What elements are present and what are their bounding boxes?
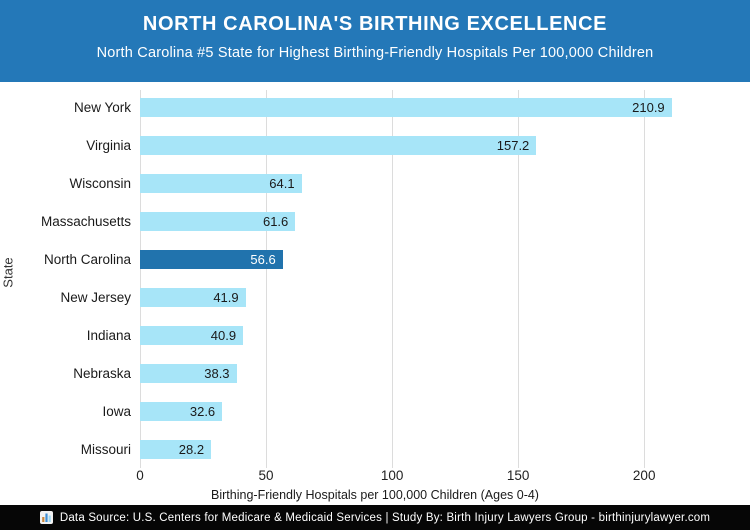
category-axis-labels: New York Virginia Wisconsin Massachusetts No… [0,88,131,468]
x-tick-label: 50 [258,468,274,483]
gridline [266,90,268,468]
chart-area: State New York Virginia Wisconsin Massachus… [0,82,750,505]
value-label: 61.6 [262,213,289,229]
gridline [392,90,394,468]
bar-row: 210.9 [140,88,740,126]
category-label: Indiana [86,327,131,343]
bar: 28.2 [140,439,212,459]
value-label: 28.2 [178,441,205,457]
footer-bar: Data Source: U.S. Centers for Medicare &… [0,505,750,530]
bar-row: 28.2 [140,430,740,468]
x-tick-label: 0 [136,468,144,483]
value-label: 41.9 [213,289,239,305]
category-label: Wisconsin [69,175,131,191]
x-axis-tick-labels: 0 50 100 150 200 [0,468,750,486]
bar-row: 40.9 [140,316,740,354]
value-label: 38.3 [204,365,230,381]
category-label: Nebraska [73,365,131,381]
bar-row: 38.3 [140,354,740,392]
x-tick-label: 100 [380,468,404,483]
bar-row: 56.6 [140,240,740,278]
chart-title: NORTH CAROLINA'S BIRTHING EXCELLENCE [142,13,608,35]
bar: 61.6 [140,211,296,231]
bar-row: 32.6 [140,392,740,430]
value-label: 32.6 [189,403,216,419]
value-label: 210.9 [632,99,665,115]
category-label: Virginia [86,137,131,153]
bar-rows: 210.9 157.2 64.1 61.6 56.6 41.9 40.9 38.3 32.6 28… [140,88,740,468]
bar-chart-icon [39,511,53,524]
bar: 157.2 [140,135,537,155]
bar-row: 64.1 [140,164,740,202]
bar-row: 41.9 [140,278,740,316]
category-label: North Carolina [43,251,131,267]
category-label: Missouri [80,441,131,457]
value-label: 157.2 [496,137,530,153]
header-banner: NORTH CAROLINA'S BIRTHING EXCELLENCE Nor… [0,0,750,82]
category-label: Massachusetts [40,213,131,229]
category-label: New York [73,99,131,115]
bar: 64.1 [140,173,302,193]
category-label: Iowa [102,403,131,419]
x-tick-label: 150 [506,468,530,483]
bar-row: 61.6 [140,202,740,240]
gridline [518,90,520,468]
gridline [140,90,141,468]
footer-attribution-text: Data Source: U.S. Centers for Medicare &… [59,511,711,524]
bar-row: 157.2 [140,126,740,164]
x-axis-title: Birthing-Friendly Hospitals per 100,000 … [211,488,539,502]
value-label: 56.6 [250,251,276,267]
bar: 56.6 [140,249,283,269]
value-label: 40.9 [210,327,237,343]
bar: 40.9 [140,325,244,345]
gridline [644,90,646,468]
x-tick-label: 200 [632,468,656,483]
bar: 210.9 [140,97,672,117]
chart-subtitle: North Carolina #5 State for Highest Birt… [96,45,654,61]
category-label: New Jersey [60,289,131,305]
bar: 41.9 [140,287,246,307]
bar: 38.3 [140,363,237,383]
bar: 32.6 [140,401,223,421]
value-label: 64.1 [269,175,295,191]
plot-area: 210.9 157.2 64.1 61.6 56.6 41.9 40.9 38.3 32.6 28… [140,88,740,468]
